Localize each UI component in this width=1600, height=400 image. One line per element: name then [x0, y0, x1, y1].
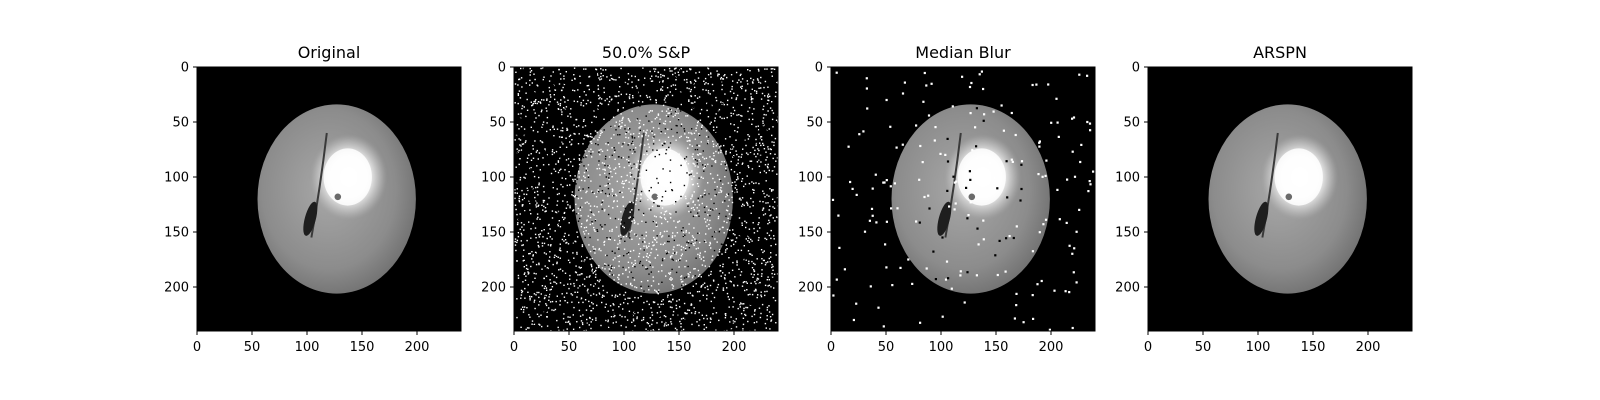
- y-tick-label: 100: [481, 171, 506, 186]
- x-tick-label: 50: [878, 340, 895, 355]
- x-tick-label: 50: [1195, 340, 1212, 355]
- y-tick-label: 150: [481, 226, 506, 241]
- tumor-spot: [968, 193, 976, 201]
- mri-image: [1208, 104, 1367, 294]
- y-tick-label: 0: [1132, 61, 1140, 76]
- y-tick-label: 150: [1115, 226, 1140, 241]
- axes-frame: [1147, 66, 1413, 332]
- y-tick-label: 200: [798, 281, 823, 296]
- y-tick-label: 50: [489, 116, 506, 131]
- y-tick-label: 100: [164, 171, 189, 186]
- mri-image: [831, 70, 1095, 331]
- panel-title: Median Blur: [915, 43, 1011, 62]
- tumor-core: [1274, 148, 1323, 206]
- axes-frame: [196, 66, 462, 332]
- y-tick-label: 50: [1123, 116, 1140, 131]
- ventricle: [937, 201, 952, 236]
- panel-title: Original: [298, 43, 361, 62]
- tumor-spot: [334, 193, 342, 201]
- panel-3: Median Blur 0 50 100 150 200 0 50 100 150 200: [798, 43, 1096, 355]
- x-tick-label: 100: [295, 340, 320, 355]
- x-tick-label: 200: [1356, 340, 1381, 355]
- x-tick-label: 100: [929, 340, 954, 355]
- tumor-spot: [1285, 193, 1293, 201]
- x-tick-label: 100: [612, 340, 637, 355]
- x-tick-label: 0: [1144, 340, 1152, 355]
- y-tick-label: 200: [481, 281, 506, 296]
- y-tick-label: 200: [164, 281, 189, 296]
- panel-1: Original 0 50 100 150 200 0 50 100 150 200: [164, 43, 462, 355]
- panel-title: 50.0% S&P: [602, 43, 691, 62]
- y-tick-label: 50: [172, 116, 189, 131]
- panel-4: ARSPN 0 50 100 150 200 0 50 100 150 200: [1115, 43, 1413, 355]
- x-tick-label: 150: [1301, 340, 1326, 355]
- tumor-core: [323, 148, 372, 206]
- x-tick-label: 50: [561, 340, 578, 355]
- x-tick-label: 200: [1039, 340, 1064, 355]
- residual-noise: [831, 70, 1095, 331]
- y-tick-label: 0: [498, 61, 506, 76]
- mri-image: [257, 104, 416, 294]
- x-tick-label: 0: [510, 340, 518, 355]
- x-tick-label: 200: [405, 340, 430, 355]
- tumor-core: [957, 148, 1006, 206]
- y-tick-label: 0: [181, 61, 189, 76]
- x-tick-label: 150: [984, 340, 1009, 355]
- axes-frame: [830, 66, 1096, 332]
- ventricle: [1254, 201, 1269, 236]
- y-tick-label: 100: [1115, 171, 1140, 186]
- panel-title: ARSPN: [1253, 43, 1307, 62]
- y-tick-label: 0: [815, 61, 823, 76]
- panel-2: 50.0% S&P 0 50 100 150 200 0 50 100 150 200: [481, 43, 779, 355]
- x-tick-label: 0: [193, 340, 201, 355]
- x-tick-label: 50: [244, 340, 261, 355]
- y-tick-label: 150: [164, 226, 189, 241]
- x-tick-label: 0: [827, 340, 835, 355]
- x-tick-label: 200: [722, 340, 747, 355]
- y-tick-label: 150: [798, 226, 823, 241]
- y-tick-label: 100: [798, 171, 823, 186]
- x-tick-label: 150: [350, 340, 375, 355]
- mri-image: [514, 67, 778, 331]
- y-tick-label: 50: [806, 116, 823, 131]
- y-tick-label: 200: [1115, 281, 1140, 296]
- x-tick-label: 100: [1246, 340, 1271, 355]
- x-tick-label: 150: [667, 340, 692, 355]
- axes-frame: [513, 66, 779, 332]
- ventricle: [303, 201, 318, 236]
- salt-pepper-noise: [514, 67, 778, 331]
- tumor-spot: [651, 193, 659, 201]
